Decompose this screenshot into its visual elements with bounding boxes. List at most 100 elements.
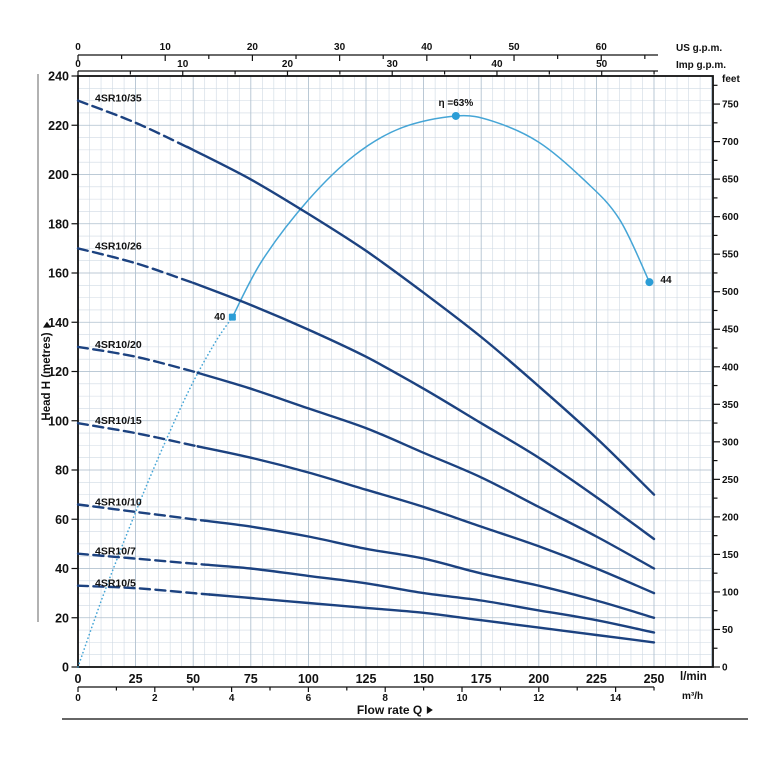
efficiency-point-label: 40 <box>214 312 226 323</box>
us-gpm-tick-label: 50 <box>508 42 520 53</box>
head-m-tick-label: 200 <box>48 168 69 182</box>
head-ft-tick-label: 150 <box>722 550 739 561</box>
lmin-tick-label: 150 <box>413 672 434 686</box>
m3h-tick-label: 4 <box>229 693 235 704</box>
efficiency-curve-dotted <box>77 316 234 668</box>
pump-curve-labels: 4SR10/35 4SR10/26 4SR10/20 4SR10/15 4SR10/10… <box>95 93 142 590</box>
head-m-tick-label: 220 <box>48 119 69 133</box>
head-axis-title: Head H (metres) <box>41 321 53 421</box>
pump-curve-label: 4SR10/20 <box>95 339 142 351</box>
pump-curve-4SR10-15 <box>196 445 656 595</box>
pump-curve-4SR10-20 <box>196 371 656 570</box>
head-m-tick-label: 80 <box>55 464 69 478</box>
pump-curve-label: 4SR10/26 <box>95 240 142 252</box>
flow-rate-axis-title: Flow rate Q <box>356 703 434 717</box>
m3h-axis <box>77 686 655 692</box>
head-ft-tick-label: 350 <box>722 400 739 411</box>
head-ft-tick-label: 200 <box>722 512 739 523</box>
m3h-tick-label: 8 <box>382 693 388 704</box>
m3h-tick-label: 0 <box>75 693 81 704</box>
pump-curve-dashed-4SR10-7 <box>76 552 206 566</box>
pump-curve-label: 4SR10/15 <box>95 415 142 427</box>
pump-curve-dashed-4SR10-35 <box>76 99 190 149</box>
efficiency-point-label: η =63% <box>438 98 473 109</box>
imp-gpm-tick-label: 40 <box>491 59 503 70</box>
head-m-tick-label: 60 <box>55 513 69 527</box>
head-ft-tick-label: 400 <box>722 362 739 373</box>
imp-gpm-unit-label: Imp g.p.m. <box>676 60 726 71</box>
head-ft-tick-label: 600 <box>722 212 739 223</box>
head-ft-axis <box>713 84 720 668</box>
imp-gpm-tick-label: 30 <box>387 59 399 70</box>
us-gpm-tick-label: 30 <box>334 42 346 53</box>
m3h-tick-label: 10 <box>456 693 468 704</box>
lmin-tick-label: 125 <box>356 672 377 686</box>
imp-gpm-tick-label: 20 <box>282 59 294 70</box>
feet-unit-label: feet <box>722 74 740 85</box>
head-m-tick-label: 180 <box>48 217 69 231</box>
lmin-tick-label: 225 <box>586 672 607 686</box>
m3h-tick-label: 12 <box>533 693 545 704</box>
us-gpm-tick-label: 40 <box>421 42 433 53</box>
pump-curve-label: 4SR10/5 <box>95 578 136 590</box>
head-ft-tick-label: 500 <box>722 287 739 298</box>
efficiency-markers: 40 η =63% 44 <box>214 98 672 323</box>
head-ft-tick-label: 300 <box>722 437 739 448</box>
us-gpm-axis <box>77 54 658 61</box>
head-m-tick-label: 140 <box>48 316 69 330</box>
us-gpm-unit-label: US g.p.m. <box>676 43 723 54</box>
lmin-tick-label: 175 <box>471 672 492 686</box>
pump-curve-label: 4SR10/10 <box>95 496 142 508</box>
pump-curve-4SR10-7 <box>203 563 656 634</box>
lmin-tick-label: 0 <box>75 672 82 686</box>
pump-curve-4SR10-26 <box>192 281 656 541</box>
imp-gpm-axis <box>77 70 658 76</box>
head-m-tick-label: 20 <box>55 611 69 625</box>
us-gpm-tick-label: 10 <box>160 42 172 53</box>
lmin-tick-label: 50 <box>186 672 200 686</box>
right-arrow-icon <box>427 706 434 714</box>
pump-curve-dashed-4SR10-5 <box>76 584 211 596</box>
m3h-tick-label: 2 <box>152 693 158 704</box>
head-ft-tick-label: 100 <box>722 587 739 598</box>
head-m-tick-label: 40 <box>55 562 69 576</box>
efficiency-point-marker <box>645 278 654 287</box>
flow-rate-axis-title-text: Flow rate Q <box>356 703 423 717</box>
m3h-unit-label: m³/h <box>682 691 704 702</box>
head-m-tick-label: 100 <box>48 414 69 428</box>
pump-curve-dashed-4SR10-10 <box>76 503 206 522</box>
head-ft-tick-label: 450 <box>722 325 739 336</box>
plot-border <box>77 75 714 668</box>
pump-curve-label: 4SR10/35 <box>95 93 142 105</box>
head-ft-tick-label: 50 <box>722 625 734 636</box>
head-ft-tick-label: 750 <box>722 100 739 111</box>
m3h-tick-label: 6 <box>306 693 312 704</box>
m3h-tick-label: 14 <box>610 693 622 704</box>
pump-curve-4SR10-5 <box>208 593 656 644</box>
pump-curve-4SR10-35 <box>186 145 656 496</box>
head-axis-title-text: Head H (metres) <box>41 332 53 421</box>
head-ft-tick-label: 0 <box>722 663 728 674</box>
lmin-tick-label: 75 <box>244 672 258 686</box>
head-ft-tick-label: 700 <box>722 137 739 148</box>
us-gpm-tick-label: 60 <box>596 42 608 53</box>
head-m-tick-label: 120 <box>48 365 69 379</box>
us-gpm-tick-label: 0 <box>75 42 81 53</box>
head-m-tick-label: 0 <box>62 661 69 675</box>
head-m-tick-label: 240 <box>48 70 69 84</box>
head-m-axis <box>71 75 78 668</box>
pump-curve-4SR10-10 <box>203 519 656 619</box>
lmin-tick-label: 250 <box>644 672 665 686</box>
lmin-tick-label: 100 <box>298 672 319 686</box>
imp-gpm-tick-label: 0 <box>75 59 81 70</box>
efficiency-curve-solid <box>231 114 651 318</box>
imp-gpm-tick-label: 50 <box>596 59 608 70</box>
up-arrow-icon <box>43 321 51 328</box>
efficiency-curve <box>77 114 651 668</box>
head-m-tick-label: 160 <box>48 267 69 281</box>
lmin-tick-label: 25 <box>129 672 143 686</box>
pump-curve-label: 4SR10/7 <box>95 546 136 558</box>
head-ft-tick-label: 250 <box>722 475 739 486</box>
